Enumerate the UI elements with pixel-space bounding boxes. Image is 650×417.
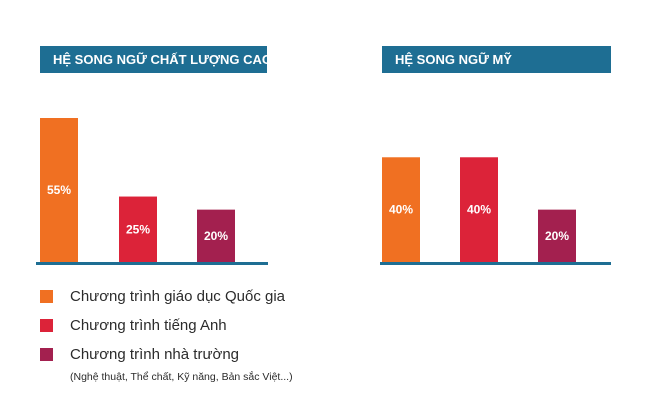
chart-title-right: HỆ SONG NGỮ MỸ [382, 46, 611, 73]
legend-note: (Nghệ thuật, Thể chất, Kỹ năng, Bản sắc … [70, 371, 293, 383]
chart-title-left: HỆ SONG NGỮ CHẤT LƯỢNG CAO [40, 46, 272, 73]
legend-swatch-national [40, 290, 53, 303]
bar-value-label-right-english: 40% [467, 203, 491, 217]
legend: Chương trình giáo dục Quốc gia Chương tr… [40, 288, 360, 383]
bar-right-english [460, 157, 498, 262]
bar-left-school [197, 209, 235, 262]
legend-swatch-english [40, 319, 53, 332]
bar-right-school [538, 209, 576, 262]
bar-value-label-left-english: 25% [126, 222, 150, 236]
bar-value-label-left-school: 20% [204, 229, 228, 243]
baseline-left [36, 262, 268, 265]
legend-label-school: Chương trình nhà trường [70, 346, 240, 363]
legend-label-national: Chương trình giáo dục Quốc gia [70, 288, 286, 305]
legend-item-english: Chương trình tiếng Anh [40, 317, 360, 343]
bar-left-national [40, 118, 78, 262]
bar-right-national [382, 157, 420, 262]
bar-value-label-right-national: 40% [389, 203, 413, 217]
legend-item-school: Chương trình nhà trường (Nghệ thuật, Thể… [40, 346, 360, 383]
legend-label-english: Chương trình tiếng Anh [70, 317, 227, 334]
bar-left-english [119, 196, 157, 262]
legend-item-national: Chương trình giáo dục Quốc gia [40, 288, 360, 314]
baseline-right [380, 262, 611, 265]
bar-value-label-left-national: 55% [47, 183, 71, 197]
legend-swatch-school [40, 348, 53, 361]
bar-value-label-right-school: 20% [545, 229, 569, 243]
